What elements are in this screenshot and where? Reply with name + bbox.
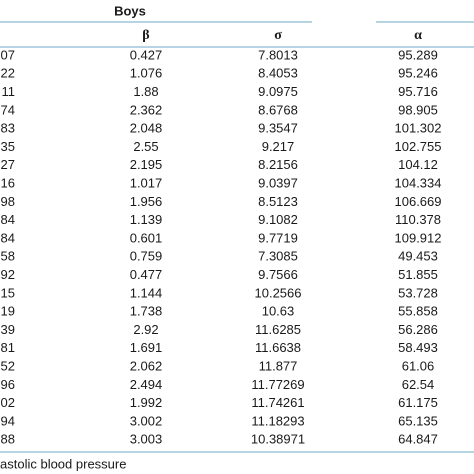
row-label: 52 (1, 359, 15, 374)
cell: 7.8013 (258, 47, 298, 62)
cell: 11.74261 (251, 395, 304, 410)
cell: 1.144 (130, 285, 163, 300)
cell: 11.6638 (255, 340, 301, 355)
row-label: 58 (1, 249, 15, 264)
cell: 11.18293 (251, 413, 304, 428)
cell: 64.847 (398, 432, 438, 447)
cell: 102.755 (395, 139, 442, 154)
cell: 10.63 (262, 304, 295, 319)
column-header: β (142, 28, 149, 43)
cell: 58.493 (398, 340, 438, 355)
cell: 109.912 (395, 230, 442, 245)
column-header: σ (274, 28, 282, 43)
footnote: astolic blood pressure (0, 456, 126, 471)
cell: 101.302 (395, 121, 442, 136)
row-label: 81 (1, 340, 15, 355)
cell: 2.55 (133, 139, 158, 154)
cell: 11.77269 (251, 377, 304, 392)
row-label: 15 (1, 285, 15, 300)
cell: 8.5123 (258, 194, 298, 209)
cell: 110.378 (395, 212, 441, 227)
cell: 2.195 (130, 157, 163, 172)
cell: 0.427 (130, 47, 163, 62)
cell: 56.286 (398, 322, 438, 337)
cell: 1.992 (130, 395, 163, 410)
cell: 10.38971 (251, 432, 305, 447)
cell: 9.217 (262, 139, 295, 154)
cell: 2.494 (130, 377, 163, 392)
cell: 0.477 (130, 267, 163, 282)
cell: 8.4053 (258, 66, 298, 81)
row-label: 383 (0, 121, 15, 136)
row-label: 39 (1, 322, 15, 337)
cell: 95.716 (398, 84, 438, 99)
row-label: 084 (0, 230, 15, 245)
row-label: 92 (1, 267, 15, 282)
cell: 8.6768 (258, 102, 298, 117)
cell: 1.139 (130, 212, 163, 227)
cell: 11.6285 (255, 322, 301, 337)
cell: 0.601 (130, 230, 163, 245)
cell: 7.3085 (258, 249, 298, 264)
row-label: 88 (1, 432, 15, 447)
cell: 9.0397 (258, 176, 298, 191)
row-label: 19 (1, 304, 15, 319)
cell: 49.453 (398, 249, 438, 264)
cell: 1.88 (133, 84, 158, 99)
cell: 8.2156 (258, 157, 298, 172)
cell: 1.017 (130, 176, 163, 191)
cell: 1.956 (130, 194, 163, 209)
row-label: 07 (1, 47, 15, 62)
cell: 2.362 (130, 102, 163, 117)
cell: 95.289 (398, 47, 438, 62)
row-label: 02 (1, 395, 15, 410)
row-label: 535 (0, 139, 15, 154)
group-header: Boys (114, 3, 146, 18)
cell: 3.003 (130, 432, 163, 447)
row-label: 384 (0, 212, 15, 227)
cell: 104.12 (398, 157, 438, 172)
cell: 10.2566 (255, 285, 302, 300)
cell: 61.175 (398, 395, 438, 410)
cell: 9.7566 (258, 267, 298, 282)
cell: 9.1082 (258, 212, 298, 227)
cell: 2.92 (133, 322, 158, 337)
cell: 9.3547 (258, 121, 298, 136)
cell: 62.54 (402, 377, 435, 392)
cell: 0.759 (130, 249, 163, 264)
cell: 65.135 (398, 413, 438, 428)
row-label: 11 (2, 84, 16, 99)
cell: 9.7719 (258, 230, 298, 245)
cell: 9.0975 (258, 84, 298, 99)
cell: 11.877 (259, 359, 298, 374)
row-label: 027 (0, 157, 15, 172)
cell: 53.728 (398, 285, 438, 300)
cell: 98.905 (398, 102, 438, 117)
cell: 61.06 (402, 359, 435, 374)
cell: 2.048 (130, 121, 163, 136)
cell: 1.691 (130, 340, 163, 355)
cell: 1.738 (130, 304, 163, 319)
cell: 104.334 (395, 176, 442, 191)
row-label: 16 (1, 176, 15, 191)
cell: 51.855 (398, 267, 438, 282)
row-label: 94 (1, 413, 15, 428)
cell: 55.858 (398, 304, 438, 319)
row-label: 98 (1, 194, 15, 209)
row-label: 74 (1, 102, 15, 117)
cell: 1.076 (130, 66, 163, 81)
row-label: 22 (1, 66, 15, 81)
row-label: 96 (1, 377, 15, 392)
cell: 2.062 (130, 359, 163, 374)
cell: 106.669 (395, 194, 442, 209)
cell: 3.002 (130, 413, 163, 428)
column-header: α (414, 28, 422, 43)
cell: 95.246 (398, 66, 438, 81)
